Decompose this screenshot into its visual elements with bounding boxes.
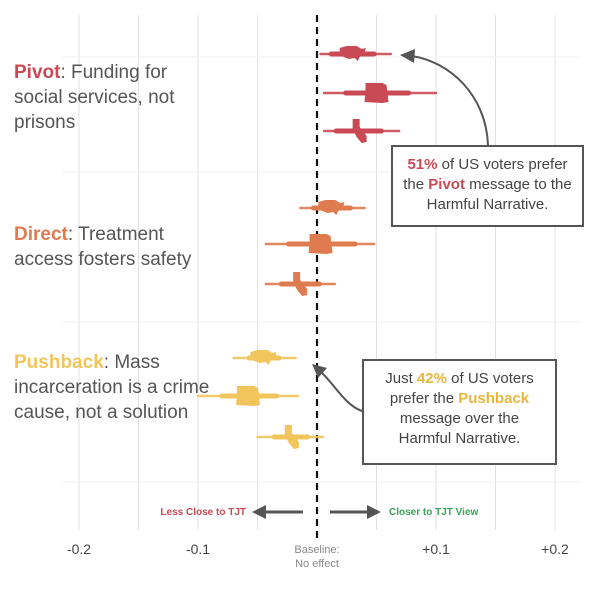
estimate-marker-california xyxy=(284,425,299,449)
estimate-marks xyxy=(196,46,438,449)
x-tick-label: -0.2 xyxy=(67,541,91,557)
callout-arrow-pushback xyxy=(320,371,363,412)
callout-arrowhead xyxy=(312,364,327,378)
estimate-marker-california xyxy=(352,119,367,143)
direction-label-right: Closer to TJT View xyxy=(389,507,479,518)
x-axis: -0.2 -0.1 +0.1 +0.2 Baseline: No effect xyxy=(67,541,569,570)
direction-indicators: Less Close to TJT Closer to TJT View xyxy=(160,505,479,519)
callout-text: Just xyxy=(385,370,417,387)
group-description: : Mass incarceration is a crime cause, n… xyxy=(14,352,210,423)
group-label-pivot: Pivot: Funding for social services, not … xyxy=(14,60,214,135)
group-keyword: Pivot xyxy=(14,62,61,83)
callout-percent: 42% xyxy=(416,370,447,387)
group-label-pushback: Pushback: Mass incarceration is a crime … xyxy=(14,350,214,425)
group-keyword: Direct xyxy=(14,224,68,245)
callout-pushback: Just 42% of US voters prefer the Pushbac… xyxy=(362,359,557,465)
arrowhead-right xyxy=(367,505,381,519)
group-description: : Funding for social services, not priso… xyxy=(14,62,175,133)
group-keyword: Pushback xyxy=(14,352,104,373)
callout-text: message to the Harmful Narrative. xyxy=(426,176,572,213)
estimate-marker-us xyxy=(339,46,366,61)
x-tick-label: -0.1 xyxy=(186,541,210,557)
callout-arrowhead xyxy=(400,49,415,63)
estimate-marker-us xyxy=(250,350,277,365)
callout-percent: 51% xyxy=(407,156,438,173)
estimate-marker-new-york xyxy=(364,83,389,103)
x-tick-label: +0.1 xyxy=(422,541,450,557)
direction-label-left: Less Close to TJT xyxy=(160,507,246,518)
estimate-marker-new-york xyxy=(235,386,260,406)
x-tick-label: +0.2 xyxy=(541,541,569,557)
callout-keyword: Pushback xyxy=(458,390,530,407)
callout-arrow-pivot xyxy=(411,55,489,146)
callout-pivot: 51% of US voters prefer the Pivot messag… xyxy=(391,145,584,227)
group-label-direct: Direct: Treatment access fosters safety xyxy=(14,222,214,272)
callout-text: of US voters prefer the xyxy=(389,370,534,407)
callout-text: message over the Harmful Narrative. xyxy=(398,410,521,447)
group-description: : Treatment access fosters safety xyxy=(14,224,192,270)
callout-arrows xyxy=(312,49,489,412)
callout-keyword: Pivot xyxy=(428,176,465,193)
arrowhead-left xyxy=(252,505,266,519)
baseline-label: Baseline: xyxy=(294,544,339,556)
estimate-marker-us xyxy=(318,200,345,215)
baseline-label: No effect xyxy=(295,558,339,570)
callout-text: of US voters prefer the xyxy=(403,156,568,193)
estimate-marker-new-york xyxy=(308,234,333,254)
estimate-marker-california xyxy=(293,272,308,296)
